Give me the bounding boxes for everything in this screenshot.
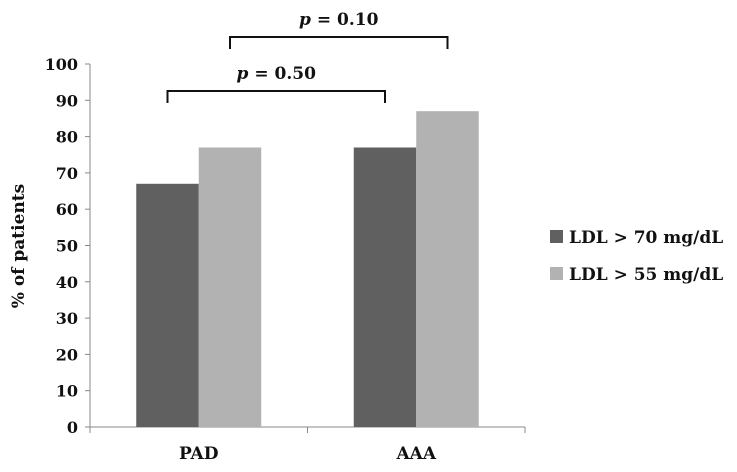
legend-swatch xyxy=(550,230,563,243)
bars xyxy=(136,111,479,428)
significance-brackets: p = 0.50p = 0.10 xyxy=(166,10,449,103)
y-tick-label: 70 xyxy=(56,164,78,183)
y-tick-label: 50 xyxy=(56,237,78,256)
p-value-text: = 0.10 xyxy=(311,10,379,30)
y-tick-label: 10 xyxy=(56,382,78,401)
y-tick-label: 90 xyxy=(56,91,78,110)
significance-bracket xyxy=(166,90,386,103)
bar xyxy=(198,147,262,428)
y-tick-label: 0 xyxy=(67,418,78,437)
y-tick-label: 30 xyxy=(56,309,78,328)
p-symbol: p xyxy=(237,64,249,84)
axes: 0 10 20 30 40 50 60 70 80 90 100 PAD AAA xyxy=(45,55,526,464)
p-value-label: p = 0.10 xyxy=(299,10,379,30)
legend-label: LDL > 55 mg/dL xyxy=(569,265,723,285)
y-tick-label: 60 xyxy=(56,200,78,219)
y-tick-label: 40 xyxy=(56,273,78,292)
x-tick-label: PAD xyxy=(179,444,219,464)
bar xyxy=(416,111,479,427)
y-tick-label: 80 xyxy=(56,128,78,147)
p-value-label: p = 0.50 xyxy=(237,64,317,84)
y-tick-label: 100 xyxy=(45,55,78,74)
bar xyxy=(136,183,199,427)
legend: LDL > 70 mg/dL LDL > 55 mg/dL xyxy=(550,228,723,285)
p-symbol: p xyxy=(299,10,311,30)
y-axis-label: % of patients xyxy=(9,184,29,308)
legend-label: LDL > 70 mg/dL xyxy=(569,228,723,248)
y-tick-label: 20 xyxy=(56,345,78,364)
p-value-text: = 0.50 xyxy=(248,64,316,84)
bar xyxy=(353,147,417,428)
x-tick-label: AAA xyxy=(395,444,436,464)
significance-bracket xyxy=(229,36,449,49)
legend-swatch xyxy=(550,267,563,280)
